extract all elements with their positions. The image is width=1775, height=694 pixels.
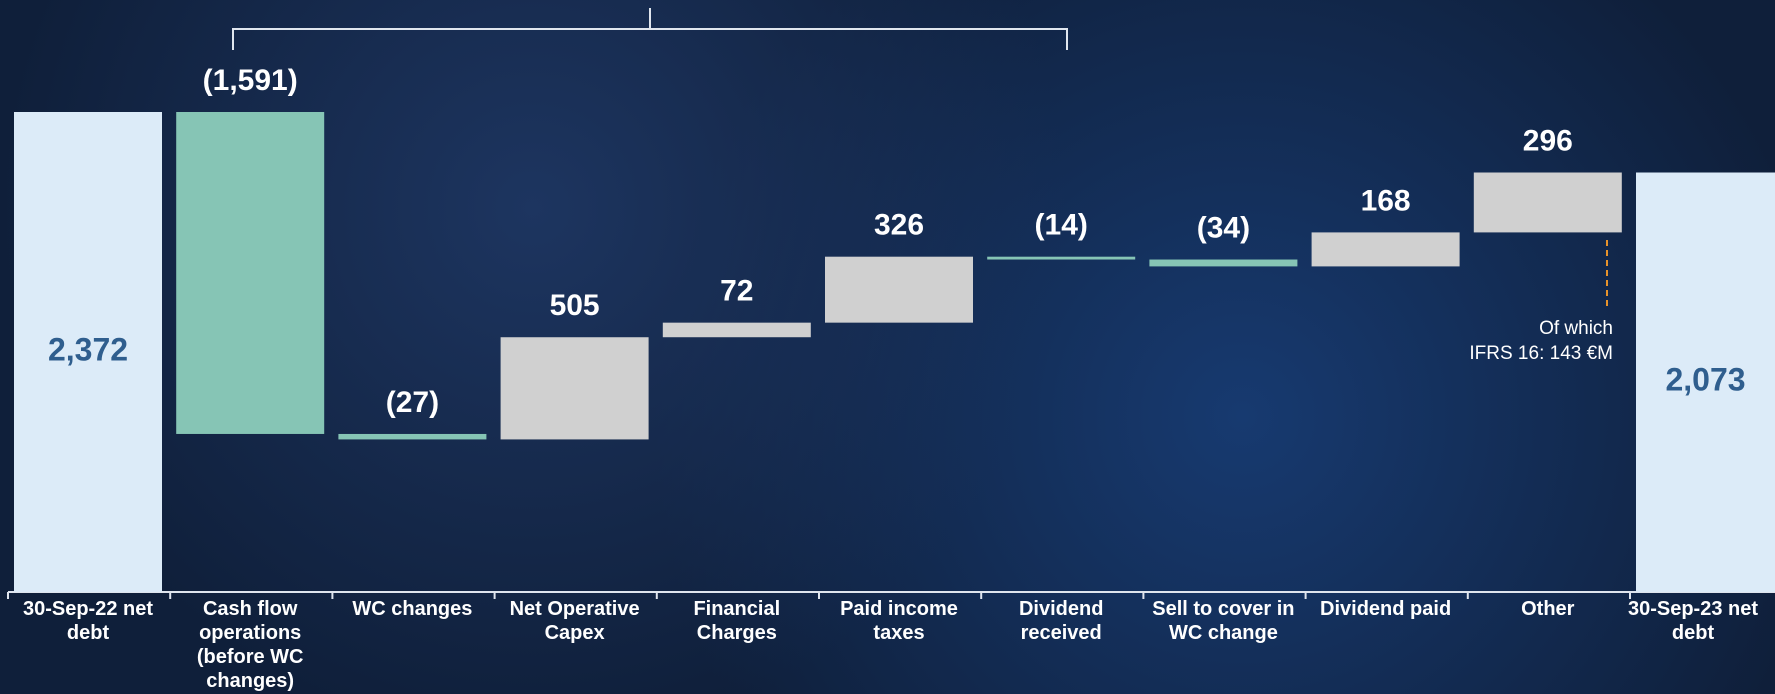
bar: [987, 257, 1135, 260]
value-label: (14): [1035, 209, 1088, 242]
x-tick-label: Financial Charges: [659, 597, 815, 645]
x-tick-label: WC changes: [334, 597, 490, 621]
x-tick-label: Sell to cover in WC change: [1145, 597, 1301, 645]
bar: [1149, 260, 1297, 267]
value-label: (34): [1197, 211, 1250, 244]
value-label: 296: [1523, 124, 1573, 157]
x-tick-label: Paid income taxes: [821, 597, 977, 645]
value-label: 2,073: [1665, 362, 1745, 398]
annotation: Of which IFRS 16: 143 €M: [1469, 316, 1613, 366]
annotation-line-1: Of which: [1469, 316, 1613, 341]
bar: [825, 257, 973, 323]
bar: [1312, 232, 1460, 266]
x-tick-label: 30-Sep-22 net debt: [10, 597, 166, 645]
value-label: 72: [720, 275, 753, 308]
x-tick-label: Net Operative Capex: [497, 597, 653, 645]
value-label: 168: [1361, 184, 1411, 217]
value-label: (1,591): [203, 64, 298, 97]
x-tick-label: Dividend received: [983, 597, 1139, 645]
bar: [1474, 173, 1622, 233]
x-tick-label: Other: [1470, 597, 1626, 621]
value-label: 326: [874, 209, 924, 242]
annotation-line-2: IFRS 16: 143 €M: [1469, 341, 1613, 366]
bar: [176, 112, 324, 434]
value-label: (27): [386, 386, 439, 419]
bar: [501, 337, 649, 439]
bar: [663, 323, 811, 338]
x-tick-label: 30-Sep-23 net debt: [1615, 597, 1771, 645]
value-label: 505: [550, 289, 600, 322]
x-tick-label: Dividend paid: [1308, 597, 1464, 621]
x-tick-label: Cash flow operations (before WC changes): [172, 597, 328, 693]
bracket: [233, 8, 1067, 50]
value-label: 2,372: [48, 331, 128, 367]
bar: [338, 434, 486, 439]
chart: 2,372 (1,591) (27) 505 72 326 (14) (34) 168 296 2,…: [0, 0, 1775, 694]
